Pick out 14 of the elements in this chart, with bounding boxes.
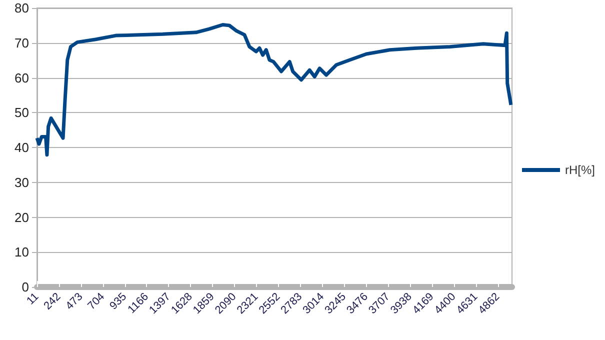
- x-tick-label: 242: [42, 290, 64, 312]
- y-tick-label: 20: [14, 210, 29, 225]
- y-tick-label: 50: [14, 105, 29, 120]
- x-tick-label: 473: [64, 290, 86, 312]
- legend-label: rH[%]: [565, 163, 595, 177]
- y-tick-label: 70: [14, 35, 29, 50]
- line-series: [35, 22, 513, 157]
- y-tick-label: 10: [14, 244, 29, 260]
- y-tick-label: 60: [14, 70, 29, 86]
- x-tick-label: 935: [108, 290, 130, 312]
- y-tick-label: 80: [14, 0, 29, 16]
- x-tick-label: 704: [86, 290, 108, 312]
- y-tick-label: 30: [14, 174, 29, 190]
- y-tick-label: 40: [14, 140, 29, 155]
